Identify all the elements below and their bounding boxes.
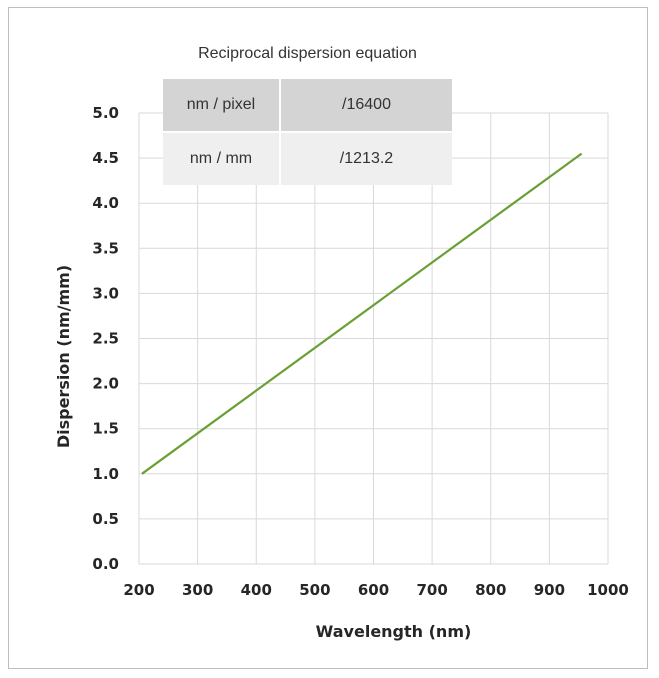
series-line <box>141 152 583 475</box>
x-tick-label: 900 <box>534 581 565 599</box>
y-tick-label: 1.5 <box>92 420 119 438</box>
y-tick-label: 4.0 <box>92 194 119 212</box>
x-tick-label: 200 <box>123 581 154 599</box>
table-value-cell: /16400 <box>280 79 452 133</box>
y-tick-label: 4.5 <box>92 149 119 167</box>
y-tick-label: 3.5 <box>92 239 119 257</box>
x-tick-label: 500 <box>299 581 330 599</box>
y-tick-label: 0.5 <box>92 510 119 528</box>
x-tick-label: 700 <box>416 581 447 599</box>
x-tick-label: 400 <box>241 581 272 599</box>
x-tick-label: 800 <box>475 581 506 599</box>
x-axis-title: Wavelength (nm) <box>316 622 472 641</box>
y-tick-label: 2.5 <box>92 330 119 348</box>
table-unit-cell: nm / mm <box>163 132 281 185</box>
y-tick-label: 5.0 <box>92 104 119 122</box>
table-value-cell: /1213.2 <box>280 132 452 185</box>
y-tick-label: 2.0 <box>92 375 119 393</box>
x-tick-label: 300 <box>182 581 213 599</box>
x-tick-label: 1000 <box>587 581 629 599</box>
x-tick-label: 600 <box>358 581 389 599</box>
table-unit-cell: nm / pixel <box>163 79 281 133</box>
y-tick-label: 1.0 <box>92 465 119 483</box>
y-axis-title: Dispersion (nm/mm) <box>54 265 73 448</box>
table-title: Reciprocal dispersion equation <box>198 45 417 62</box>
y-tick-label: 0.0 <box>92 555 119 573</box>
table-row: nm / pixel /16400 <box>163 79 452 133</box>
table-row: nm / mm /1213.2 <box>163 132 452 185</box>
dispersion-table: nm / pixel /16400 nm / mm /1213.2 <box>163 79 452 185</box>
y-tick-label: 3.0 <box>92 284 119 302</box>
